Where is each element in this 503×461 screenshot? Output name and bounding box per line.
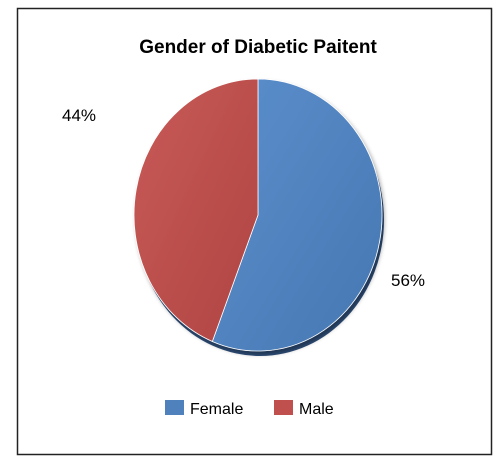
legend: Female Male xyxy=(165,400,334,418)
chart-title: Gender of Diabetic Paitent xyxy=(139,37,377,58)
slice-label-female: 56% xyxy=(391,271,425,290)
legend-swatch-female xyxy=(165,400,184,415)
pie-slice-female xyxy=(211,78,383,352)
pie-slice-male xyxy=(133,78,259,342)
legend-label-male: Male xyxy=(299,401,334,418)
legend-label-female: Female xyxy=(190,401,243,418)
legend-swatch-male xyxy=(274,400,293,415)
pie-slices xyxy=(133,78,383,352)
slice-label-male: 44% xyxy=(62,106,96,125)
